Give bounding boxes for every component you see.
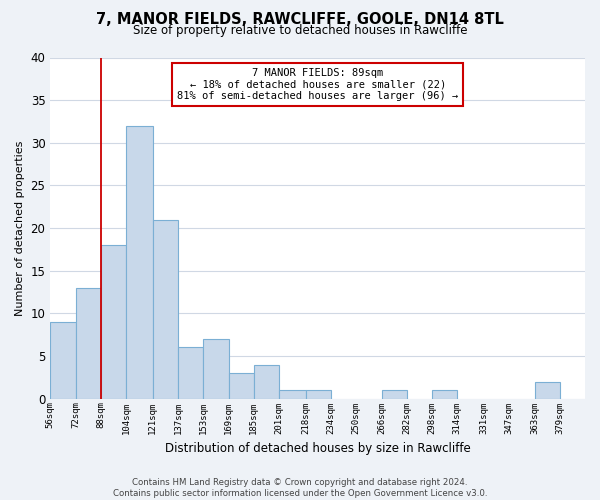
Bar [101, 245, 126, 398]
Text: Contains HM Land Registry data © Crown copyright and database right 2024.
Contai: Contains HM Land Registry data © Crown c… [113, 478, 487, 498]
Bar [178, 348, 203, 399]
Bar [254, 364, 279, 398]
Bar [382, 390, 407, 398]
Bar [76, 288, 101, 399]
Bar [535, 382, 560, 398]
Bar [50, 322, 76, 398]
Bar [306, 390, 331, 398]
Bar [229, 373, 254, 398]
Text: 7 MANOR FIELDS: 89sqm
← 18% of detached houses are smaller (22)
81% of semi-deta: 7 MANOR FIELDS: 89sqm ← 18% of detached … [177, 68, 458, 101]
Bar [153, 220, 178, 398]
Text: Size of property relative to detached houses in Rawcliffe: Size of property relative to detached ho… [133, 24, 467, 37]
Bar [432, 390, 457, 398]
Bar [203, 339, 229, 398]
Text: 7, MANOR FIELDS, RAWCLIFFE, GOOLE, DN14 8TL: 7, MANOR FIELDS, RAWCLIFFE, GOOLE, DN14 … [96, 12, 504, 28]
X-axis label: Distribution of detached houses by size in Rawcliffe: Distribution of detached houses by size … [165, 442, 470, 455]
Y-axis label: Number of detached properties: Number of detached properties [15, 140, 25, 316]
Bar [126, 126, 153, 398]
Bar [279, 390, 306, 398]
